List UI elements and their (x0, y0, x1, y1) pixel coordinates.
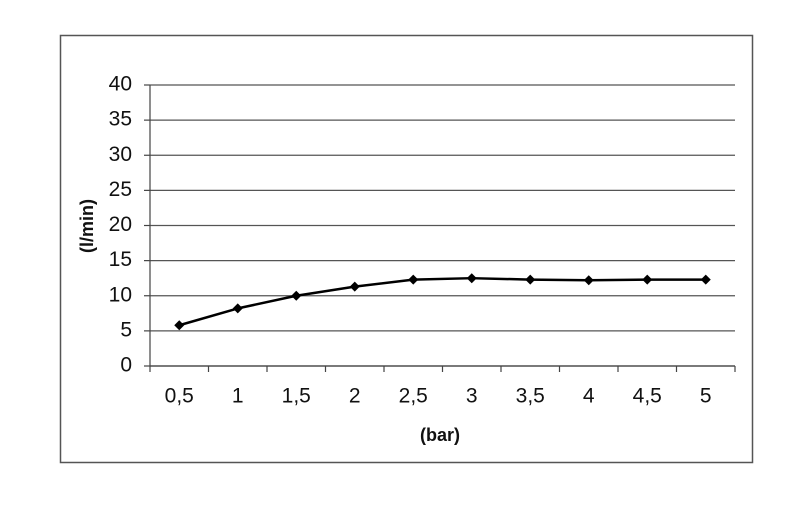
data-point (642, 274, 653, 285)
data-point (525, 274, 536, 285)
y-tick-label: 0 (120, 354, 132, 377)
y-tick-label: 35 (109, 108, 132, 131)
data-point (700, 274, 711, 285)
x-tick-label: 2 (349, 385, 361, 408)
y-tick-label: 25 (109, 178, 132, 201)
y-tick-label: 30 (109, 143, 132, 166)
data-point (291, 290, 302, 301)
y-axis-title: (l/min) (77, 199, 97, 253)
x-tick-label: 1,5 (282, 385, 311, 408)
x-tick-label: 0,5 (165, 385, 194, 408)
x-tick-label: 4,5 (633, 385, 662, 408)
x-axis-title: (bar) (420, 425, 460, 445)
data-point (349, 281, 360, 292)
x-tick-label: 2,5 (399, 385, 428, 408)
x-tick-label: 5 (700, 385, 712, 408)
x-tick-label: 3,5 (516, 385, 545, 408)
y-tick-label: 5 (120, 318, 132, 341)
y-tick-label: 40 (109, 73, 132, 96)
data-point (232, 303, 243, 314)
chart-frame (59, 34, 754, 464)
x-tick-label: 4 (583, 385, 595, 408)
x-tick-label: 3 (466, 385, 478, 408)
data-point (466, 273, 477, 284)
data-line (178, 276, 706, 327)
data-point (174, 320, 185, 331)
data-point (583, 275, 594, 286)
y-tick-label: 10 (109, 283, 132, 306)
data-point (408, 274, 419, 285)
y-tick-label: 15 (109, 248, 132, 271)
y-tick-label: 20 (109, 213, 132, 236)
x-tick-label: 1 (232, 385, 244, 408)
